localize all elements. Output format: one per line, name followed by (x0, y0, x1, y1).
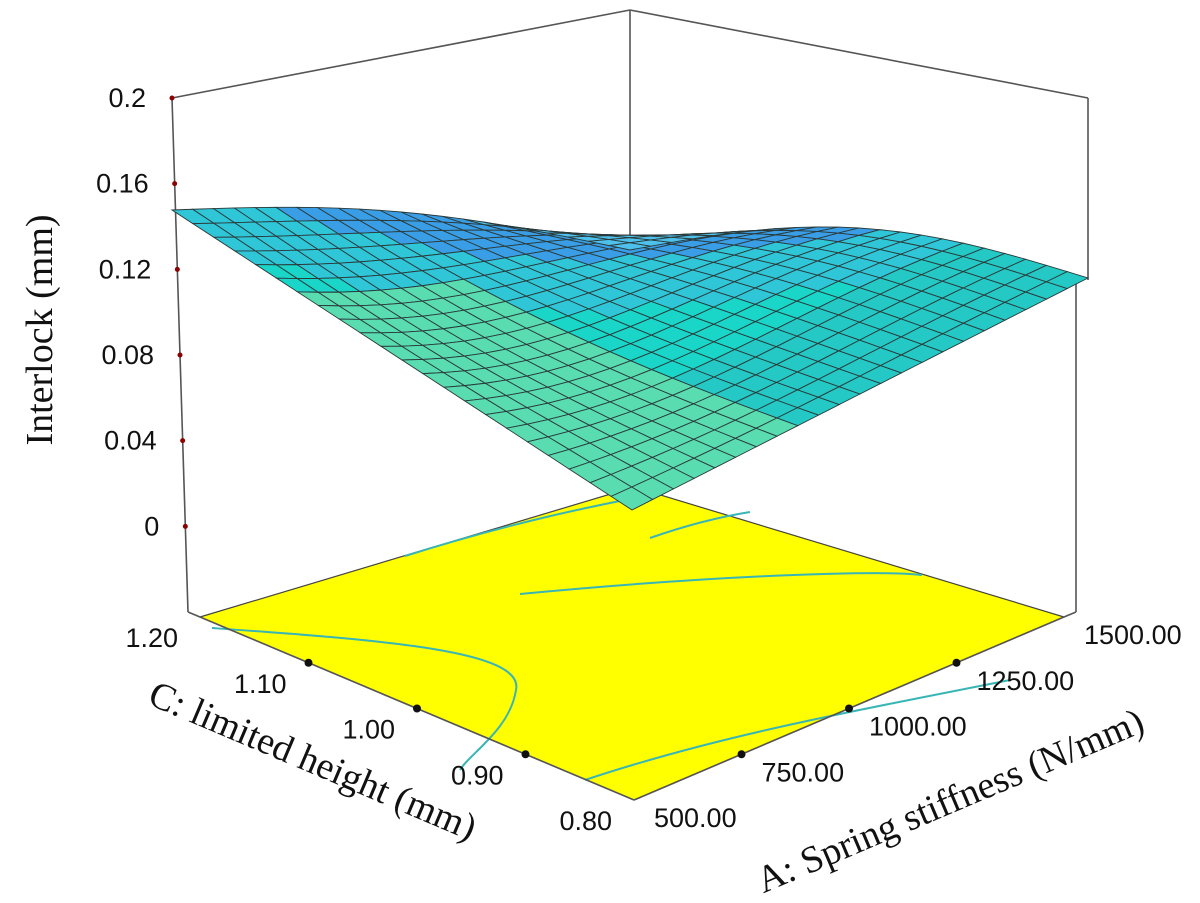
z-tick-label: 0.08 (101, 340, 154, 370)
z-tick-mark (174, 266, 180, 272)
x-tick-label: 1500.00 (1084, 620, 1182, 650)
z-tick-mark (180, 438, 186, 444)
floor-frame (187, 611, 1077, 618)
z-tick-label: 0.04 (104, 426, 157, 456)
z-tick-mark (172, 181, 178, 187)
x-axis: 500.00 750.00 1000.00 1250.00 1500.00 (633, 616, 1182, 833)
y-tick-label: 1.20 (125, 623, 178, 653)
x-tick-mark (845, 704, 853, 713)
x-tick-mark (737, 750, 746, 759)
z-tick-mark (169, 95, 175, 101)
x-tick-label: 1250.00 (977, 666, 1075, 696)
y-tick-label: 1.10 (234, 669, 287, 699)
back-frame (171, 9, 1089, 612)
z-tick-label: 0.12 (99, 254, 152, 284)
z-tick-mark (177, 352, 183, 358)
x-tick-mark (952, 658, 961, 667)
y-tick-mark (413, 704, 421, 713)
z-tick-mark (182, 523, 188, 529)
y-tick-label: 0.90 (451, 760, 504, 790)
surface-cell (1045, 271, 1090, 290)
x-tick-label: 750.00 (762, 757, 845, 787)
y-tick-label: 0.80 (559, 806, 612, 836)
y-tick-label: 1.00 (342, 715, 395, 745)
z-tick-label: 0.16 (96, 169, 149, 199)
z-tick-label: 0 (144, 511, 159, 541)
z-axis-title: Interlock (mm) (19, 214, 61, 445)
x-tick-label: 500.00 (654, 803, 737, 833)
y-axis: 0.80 0.90 1.00 1.10 1.20 (125, 616, 635, 836)
x-tick-label: 1000.00 (869, 712, 967, 742)
response-surface (170, 206, 1090, 511)
z-tick-label: 0.2 (108, 83, 146, 113)
y-tick-mark (521, 750, 530, 759)
z-axis: 0 0.04 0.08 0.12 0.16 0.2 (96, 83, 189, 613)
y-tick-mark (304, 658, 313, 667)
